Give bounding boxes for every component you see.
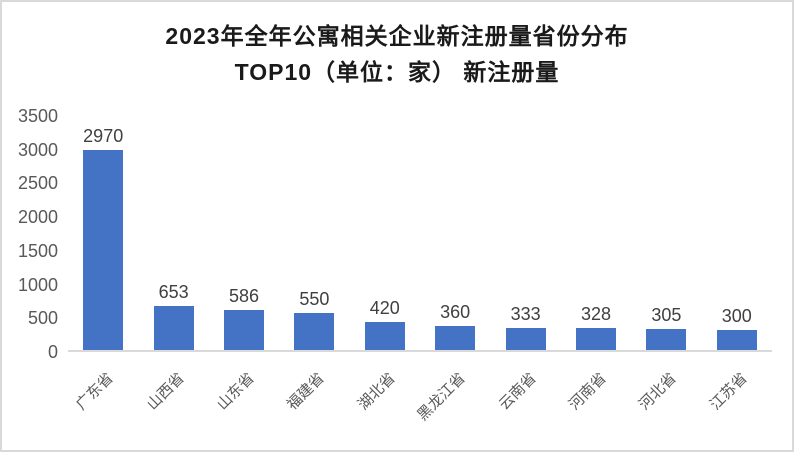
bar: [716, 330, 757, 350]
bar-value-label: 550: [299, 289, 330, 309]
bar-value-label: 305: [651, 305, 682, 325]
bar: [294, 313, 335, 350]
y-tick-label: 3500: [17, 106, 58, 126]
bar-value-label: 333: [510, 304, 541, 324]
y-tick-label: 500: [27, 308, 58, 329]
bar-value-label: 360: [440, 302, 471, 322]
y-tick-label: 2000: [17, 207, 58, 228]
y-axis: 0 500 1000 1500 2000 2500 3000 3500: [2, 106, 58, 362]
bar: [435, 326, 476, 350]
bar: [364, 322, 405, 350]
bar: [153, 306, 194, 350]
bar-value-label: 420: [369, 298, 400, 318]
bar-value-label: 328: [580, 304, 612, 324]
bar-value-label: 2970: [83, 126, 124, 146]
x-tick-label: 广东省: [73, 369, 117, 414]
bar-value-label: 586: [228, 286, 260, 306]
bar: [83, 150, 124, 350]
bar-value-label: 653: [158, 282, 189, 302]
y-tick-label: 2500: [17, 173, 58, 194]
x-axis: 广东省 山西省 山东省 福建省 湖北省 黑龙江省 云南省 河南省 河北省 江苏省: [68, 360, 772, 450]
bar: [505, 328, 546, 350]
y-tick-label: 1000: [17, 274, 58, 295]
y-tick-label: 3000: [17, 139, 58, 160]
plot-area: 2970 653 586 550 420 360 333 328 305 300: [68, 116, 772, 352]
bar-series: 2970 653 586 550 420 360 333 328 305 300: [68, 116, 772, 350]
bar: [646, 329, 687, 350]
chart-title: 2023年全年公寓相关企业新注册量省份分布 TOP10（单位：家） 新注册量: [2, 18, 792, 90]
chart-title-line1: 2023年全年公寓相关企业新注册量省份分布: [165, 23, 629, 49]
y-tick-label: 0: [47, 342, 58, 362]
y-tick-label: 1500: [17, 240, 58, 261]
chart-title-line2: TOP10（单位：家） 新注册量: [234, 59, 560, 85]
bar-value-label: 300: [721, 306, 752, 326]
bar: [576, 328, 616, 350]
bar: [224, 310, 264, 350]
